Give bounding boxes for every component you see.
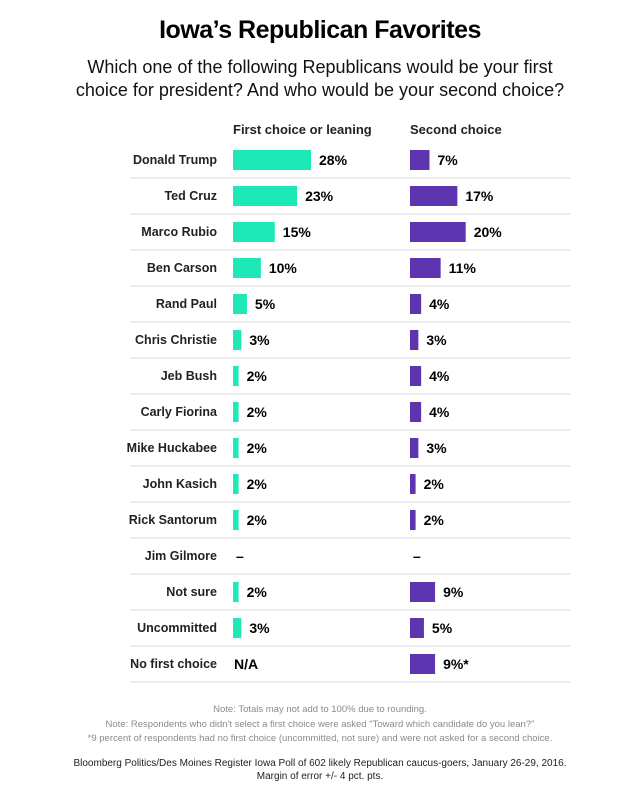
- chart-title: Iowa’s Republican Favorites: [159, 16, 481, 44]
- bar-first-mike-huckabee: [233, 438, 239, 458]
- note-leaning: Note: Respondents who didn't select a fi…: [105, 718, 535, 730]
- value-label-second-rick-santorum: 2%: [424, 512, 445, 528]
- value-label-first-john-kasich: 2%: [247, 476, 268, 492]
- bar-first-chris-christie: [233, 330, 242, 350]
- bar-first-john-kasich: [233, 474, 239, 494]
- bar-first-ben-carson: [233, 258, 261, 278]
- category-label-not-sure: Not sure: [166, 585, 217, 599]
- value-label-first-no-first-choice: N/A: [234, 656, 258, 672]
- category-label-marco-rubio: Marco Rubio: [141, 225, 217, 239]
- value-label-first-mike-huckabee: 2%: [247, 440, 268, 456]
- chart-subtitle: Which one of the following Republicans w…: [75, 57, 565, 100]
- value-label-first-uncommitted: 3%: [249, 620, 270, 636]
- value-label-second-no-first-choice: 9%*: [443, 656, 469, 672]
- value-label-second-marco-rubio: 20%: [474, 224, 503, 240]
- bar-second-donald-trump: [410, 150, 430, 170]
- column-header-first-choice: First choice or leaning: [233, 122, 372, 137]
- note-asterisk: *9 percent of respondents had no first c…: [87, 733, 553, 744]
- value-label-first-carly-fiorina: 2%: [247, 404, 268, 420]
- value-label-second-not-sure: 9%: [443, 584, 464, 600]
- category-label-uncommitted: Uncommitted: [137, 621, 217, 635]
- note-rounding: Note: Totals may not add to 100% due to …: [213, 704, 427, 715]
- value-label-first-ted-cruz: 23%: [305, 188, 334, 204]
- value-label-second-jeb-bush: 4%: [429, 368, 450, 384]
- bar-second-mike-huckabee: [410, 438, 419, 458]
- value-label-first-marco-rubio: 15%: [283, 224, 312, 240]
- bar-second-chris-christie: [410, 330, 419, 350]
- value-label-second-carly-fiorina: 4%: [429, 404, 450, 420]
- bar-first-carly-fiorina: [233, 402, 239, 422]
- bar-second-ted-cruz: [410, 186, 458, 206]
- value-label-second-rand-paul: 4%: [429, 296, 450, 312]
- source: Bloomberg Politics/Des Moines Register I…: [0, 757, 640, 783]
- bar-second-jeb-bush: [410, 366, 422, 386]
- value-label-first-ben-carson: 10%: [269, 260, 298, 276]
- category-label-mike-huckabee: Mike Huckabee: [127, 441, 217, 455]
- bar-first-uncommitted: [233, 618, 242, 638]
- bar-first-rand-paul: [233, 294, 247, 314]
- bar-second-john-kasich: [410, 474, 416, 494]
- value-label-second-donald-trump: 7%: [438, 152, 459, 168]
- bar-second-carly-fiorina: [410, 402, 422, 422]
- value-label-second-mike-huckabee: 3%: [426, 440, 447, 456]
- value-label-first-donald-trump: 28%: [319, 152, 348, 168]
- bar-first-rick-santorum: [233, 510, 239, 530]
- category-label-no-first-choice: No first choice: [130, 657, 217, 671]
- value-label-second-jim-gilmore: –: [413, 548, 421, 564]
- bar-first-donald-trump: [233, 150, 311, 170]
- category-label-donald-trump: Donald Trump: [133, 153, 217, 167]
- value-label-first-chris-christie: 3%: [249, 332, 270, 348]
- category-label-ted-cruz: Ted Cruz: [164, 189, 217, 203]
- category-label-ben-carson: Ben Carson: [147, 261, 217, 275]
- bar-second-uncommitted: [410, 618, 424, 638]
- category-label-carly-fiorina: Carly Fiorina: [141, 405, 218, 419]
- bar-second-marco-rubio: [410, 222, 466, 242]
- bar-first-ted-cruz: [233, 186, 298, 206]
- value-label-first-jeb-bush: 2%: [247, 368, 268, 384]
- column-header-second-choice: Second choice: [410, 122, 502, 137]
- bar-first-marco-rubio: [233, 222, 275, 242]
- value-label-first-not-sure: 2%: [247, 584, 268, 600]
- value-label-second-john-kasich: 2%: [424, 476, 445, 492]
- value-label-second-uncommitted: 5%: [432, 620, 453, 636]
- bar-second-rand-paul: [410, 294, 422, 314]
- value-label-first-rand-paul: 5%: [255, 296, 276, 312]
- category-label-rand-paul: Rand Paul: [156, 297, 217, 311]
- source-margin: Margin of error +/- 4 pct. pts.: [256, 771, 384, 782]
- bar-second-not-sure: [410, 582, 436, 602]
- category-label-john-kasich: John Kasich: [143, 477, 217, 491]
- category-label-rick-santorum: Rick Santorum: [129, 513, 217, 527]
- bar-second-ben-carson: [410, 258, 441, 278]
- bar-first-not-sure: [233, 582, 239, 602]
- category-label-jeb-bush: Jeb Bush: [161, 369, 217, 383]
- value-label-second-ted-cruz: 17%: [465, 188, 494, 204]
- bar-first-jeb-bush: [233, 366, 239, 386]
- value-label-first-jim-gilmore: –: [236, 548, 244, 564]
- notes: Note: Totals may not add to 100% due to …: [0, 703, 640, 747]
- value-label-second-chris-christie: 3%: [426, 332, 447, 348]
- category-label-jim-gilmore: Jim Gilmore: [145, 549, 217, 563]
- bar-chart: Donald Trump 28% 7% Ted Cruz 23% 17% Marco Rub…: [127, 150, 570, 683]
- category-label-chris-christie: Chris Christie: [135, 333, 217, 347]
- bar-second-no-first-choice: [410, 654, 436, 674]
- value-label-first-rick-santorum: 2%: [247, 512, 268, 528]
- value-label-second-ben-carson: 11%: [449, 260, 477, 276]
- bar-second-rick-santorum: [410, 510, 416, 530]
- source-poll: Bloomberg Politics/Des Moines Register I…: [73, 758, 567, 769]
